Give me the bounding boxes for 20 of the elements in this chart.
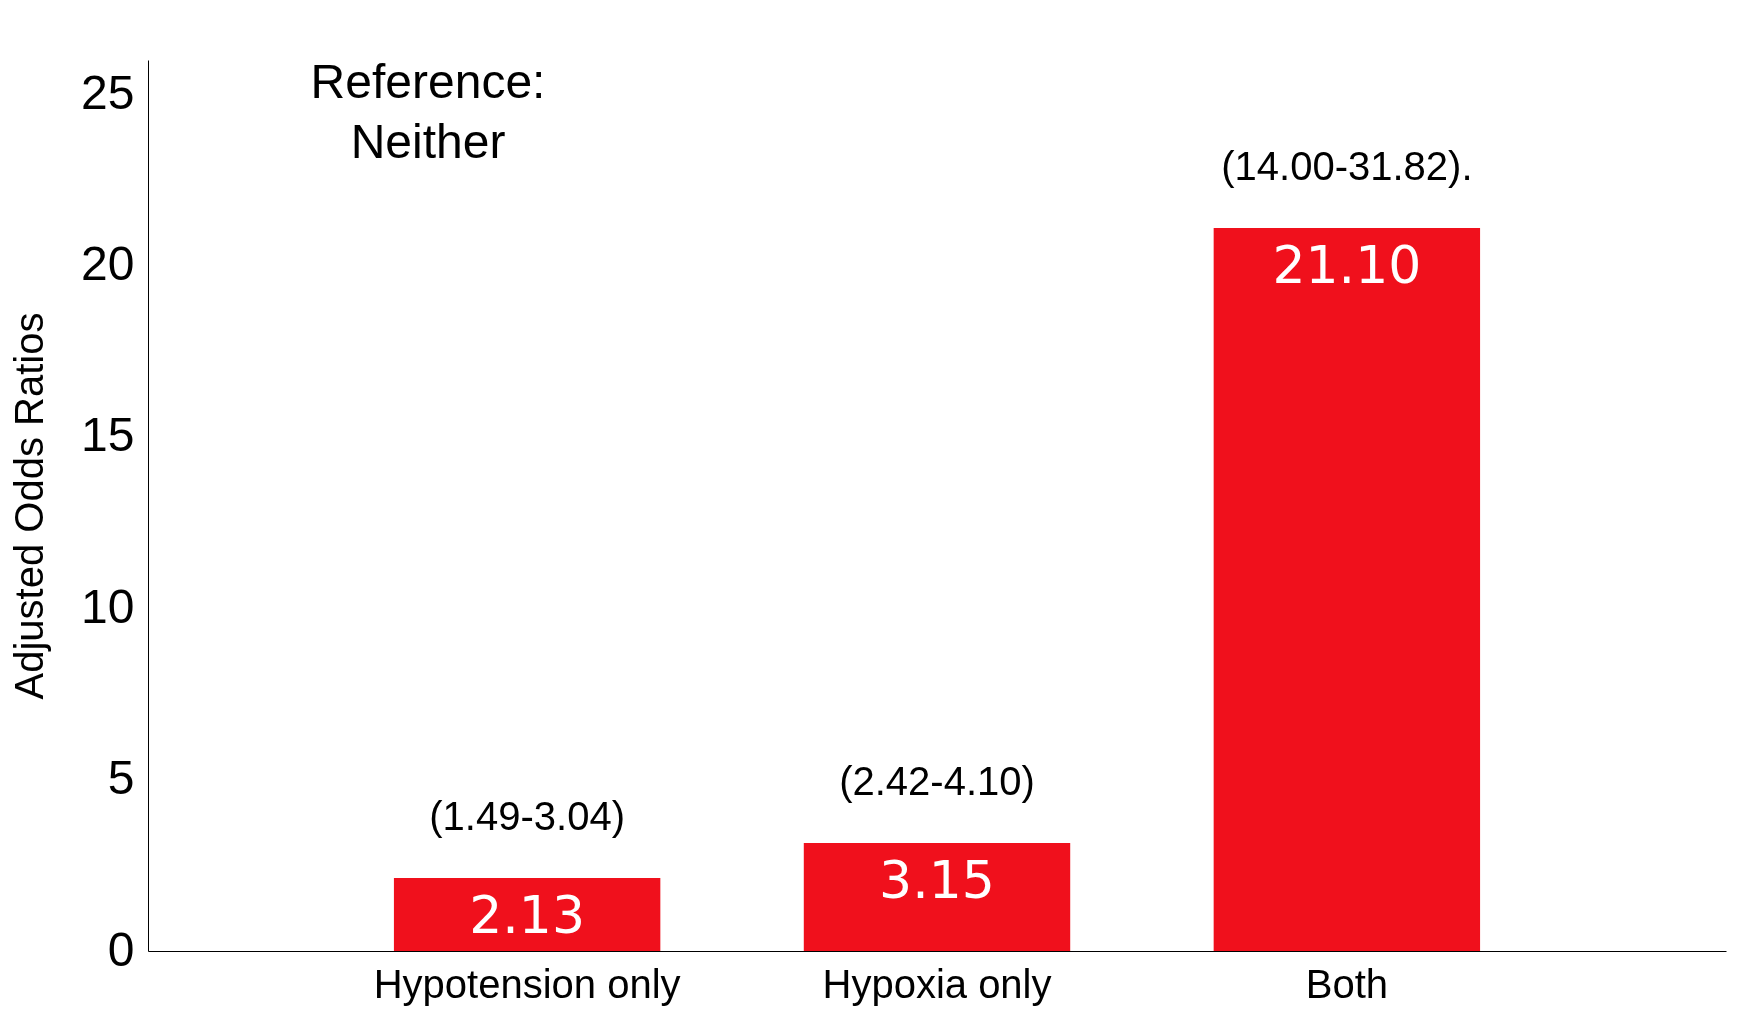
data-label: 2.13 — [469, 885, 586, 946]
annotation: (1.49-3.04) — [429, 794, 625, 839]
annotation: Reference: Neither — [310, 55, 546, 168]
x-tick-label: Hypotension only — [373, 961, 681, 1006]
annotation: (2.42-4.10) — [839, 759, 1035, 804]
x-tick-label: Both — [1305, 961, 1389, 1006]
bar — [803, 843, 1071, 951]
y-tick-label: 0 — [107, 922, 135, 976]
bar — [393, 878, 661, 951]
y-tick-label: 5 — [107, 751, 135, 805]
data-label: 21.10 — [1272, 234, 1422, 295]
y-tick-label: 10 — [81, 579, 135, 633]
y-tick-label: 25 — [81, 65, 135, 119]
y-axis-title: Adjusted Odds Ratios — [7, 312, 52, 700]
bar — [1213, 227, 1481, 951]
y-tick-label: 15 — [81, 408, 135, 462]
annotation: (14.00-31.82). — [1221, 143, 1473, 188]
y-tick-label: 20 — [81, 237, 135, 291]
data-label: 3.15 — [879, 850, 995, 911]
x-tick-label: Hypoxia only — [822, 961, 1052, 1006]
